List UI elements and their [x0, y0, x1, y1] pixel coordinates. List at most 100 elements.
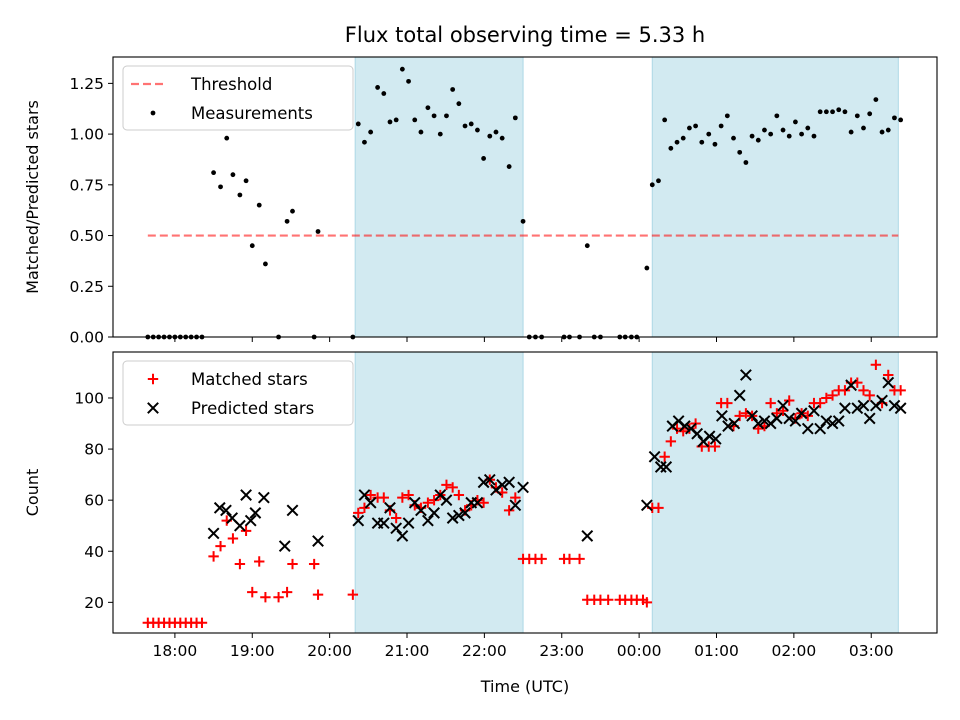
measurements-point	[499, 135, 505, 141]
matched-stars-point	[641, 597, 653, 608]
y-tick-label: 1.00	[69, 126, 104, 144]
matched-stars-point	[536, 553, 547, 565]
measurements-point	[693, 123, 699, 129]
matched-stars-point	[312, 589, 324, 600]
measurements-point	[315, 229, 321, 234]
measurements-point	[662, 117, 668, 123]
measurements-point	[793, 119, 798, 125]
measurements-point	[520, 218, 526, 224]
x-tick-label: 03:00	[849, 642, 894, 660]
predicted-stars-point	[888, 399, 901, 412]
matched-stars-point	[753, 423, 764, 434]
measurements-point	[393, 117, 399, 123]
y-tick-label: 0.50	[69, 227, 104, 245]
y-tick-label: 100	[74, 389, 104, 407]
measurements-point	[462, 123, 468, 129]
predicted-stars-point	[808, 404, 820, 417]
measurements-point	[898, 117, 904, 123]
predicted-stars-point	[839, 402, 851, 415]
predicted-stars-point	[752, 417, 765, 430]
y-tick-label: 20	[84, 594, 104, 612]
predicted-stars-point	[440, 494, 453, 507]
matched-stars-point	[447, 482, 458, 493]
predicted-stars-point	[876, 394, 888, 407]
predicted-stars-point	[496, 478, 509, 491]
matched-stars-point	[709, 441, 721, 452]
matched-stars-point	[864, 390, 875, 401]
measurements-point	[256, 202, 262, 208]
axes-frame	[112, 56, 938, 338]
measurements-point	[481, 156, 487, 161]
y-tick-label: 0.75	[69, 176, 104, 194]
matched-stars-point	[365, 489, 376, 501]
measurements-point	[412, 117, 418, 123]
matched-stars-point	[397, 492, 408, 503]
measurements-point	[649, 182, 655, 188]
measurements-point	[749, 133, 755, 139]
predicted-stars-point	[428, 507, 440, 519]
measurements-point	[355, 121, 361, 127]
shaded-span	[354, 56, 524, 338]
measurements-point	[362, 139, 367, 145]
matched-stars-point	[839, 385, 851, 396]
x-axis-label: Time (UTC)	[480, 677, 569, 696]
measurements-point	[674, 139, 680, 145]
measurements-point	[487, 133, 493, 139]
predicted-stars-point	[845, 379, 858, 392]
measurements-point	[780, 127, 786, 133]
matched-stars-point	[821, 392, 832, 404]
measurements-point	[879, 129, 885, 135]
predicted-stars-point	[384, 501, 396, 514]
measurements-point	[381, 91, 387, 96]
measurements-point	[375, 85, 381, 90]
y-axis-label: Count	[23, 469, 42, 517]
predicted-stars-point	[716, 409, 728, 422]
predicted-stars-point	[233, 519, 246, 532]
measurements-point	[290, 208, 295, 214]
predicted-stars-point	[249, 507, 262, 519]
predicted-stars-point	[832, 415, 845, 427]
matched-stars-point	[359, 502, 370, 514]
measurements-point	[230, 172, 236, 178]
measurements-point	[811, 133, 817, 139]
predicted-stars-point	[801, 422, 814, 435]
measurements-point	[830, 109, 835, 115]
predicted-stars-point	[728, 417, 741, 430]
y-tick-label: 0.25	[69, 278, 104, 296]
legend-label: Predicted stars	[191, 399, 314, 418]
predicted-stars-point	[882, 376, 895, 389]
matched-stars-point	[827, 390, 838, 401]
measurements-point	[456, 101, 462, 107]
legend-label: Matched stars	[191, 370, 308, 389]
predicted-stars-point	[364, 496, 377, 509]
predicted-stars-point	[758, 415, 771, 427]
measurements-point	[799, 131, 805, 137]
predicted-stars-point	[446, 512, 459, 524]
matched-stars-point	[247, 586, 258, 598]
measurements-point	[584, 243, 590, 249]
matched-stars-point	[208, 551, 219, 562]
measurements-point	[468, 121, 474, 127]
legend-box	[122, 65, 354, 131]
predicted-stars-point	[240, 489, 252, 501]
predicted-stars-point	[286, 504, 299, 517]
chart-title: Flux total observing time = 5.33 h	[345, 23, 705, 47]
matched-stars-point	[665, 436, 677, 447]
matched-stars-point	[215, 540, 226, 552]
measurements-point	[512, 115, 518, 121]
y-tick-label: 80	[84, 441, 104, 459]
matched-stars-point	[653, 502, 664, 514]
predicted-stars-point	[894, 402, 907, 415]
predicted-stars-point	[654, 461, 667, 473]
predicted-stars-point	[857, 399, 870, 412]
matched-stars-point	[478, 497, 489, 508]
predicted-stars-point	[709, 432, 722, 445]
predicted-stars-point	[459, 507, 471, 519]
x-tick-label: 18:00	[153, 642, 198, 660]
measurements-point	[249, 243, 255, 249]
matched-stars-point	[260, 592, 271, 603]
top-panel: 0.00 0.25 0.50 0.75 1.00 1.25 Matched/Predicte…	[23, 56, 938, 347]
measurements-point	[431, 113, 437, 119]
measurements-point	[768, 131, 774, 137]
